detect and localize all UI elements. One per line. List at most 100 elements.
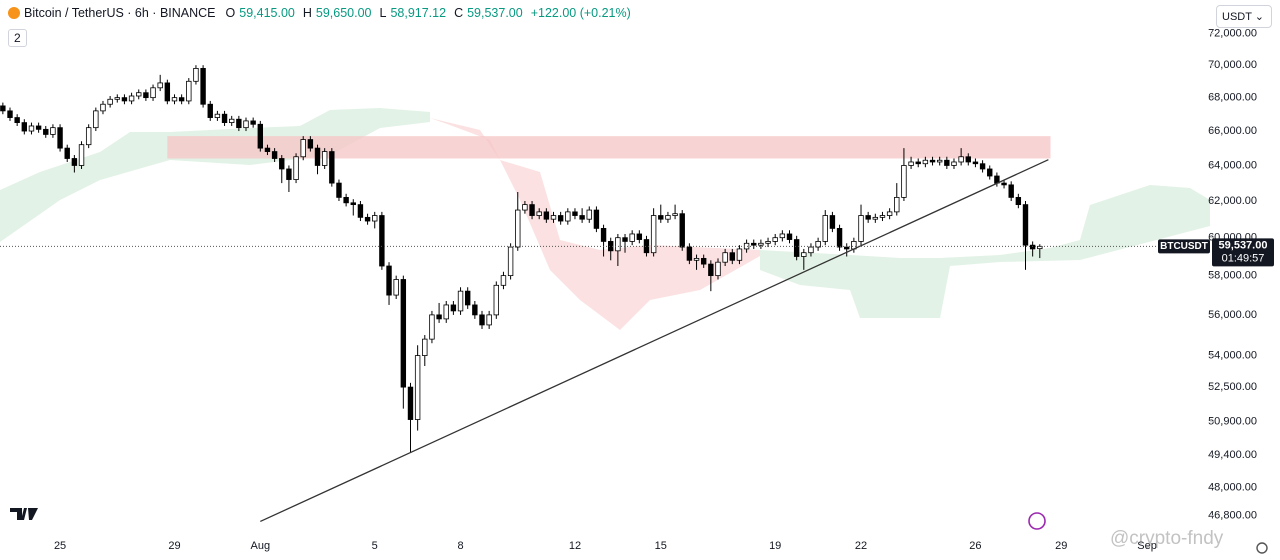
candle-body [279,158,285,170]
candle-body [886,211,893,216]
candle-body [0,105,6,112]
candle-body [586,209,592,220]
candle-body [1008,184,1014,198]
y-tick-label: 70,000.00 [1208,59,1257,71]
candle-body [650,215,657,254]
candle-body [422,338,428,356]
candle-body [329,151,335,184]
candle-body [500,275,507,286]
candle-body [515,209,521,248]
candle-body [672,213,678,216]
candle-body [665,215,671,220]
alert-icon[interactable] [1028,512,1046,530]
y-tick-label: 58,000.00 [1208,270,1257,282]
symbol-icon [8,7,20,19]
candle-body [414,355,421,420]
candle-body [350,202,356,206]
candle-body [7,110,13,118]
candle-body [858,215,864,242]
indicator-toggle[interactable]: 2 [8,29,27,47]
candle-body [71,158,78,166]
candle-body [636,233,643,240]
candle-body [364,216,371,222]
x-tick-label: 15 [655,540,667,552]
candle-body [600,228,607,242]
candle-body [1015,196,1022,206]
candle-body [107,98,113,105]
cloud-red [430,118,760,330]
candle-body [450,304,457,312]
logo [10,508,38,520]
candle-body [786,233,793,240]
candle-body [965,156,971,163]
candle-body [300,139,306,158]
candle-body [464,290,471,306]
candle-body [393,279,399,296]
candle-body [679,213,685,248]
candle-body [1029,244,1036,250]
candle-body [557,215,564,222]
price-label: 59,537.00 [1219,239,1268,251]
candle-body [765,241,771,244]
candle-body [922,159,929,165]
x-tick-label: 29 [168,540,180,552]
currency: USDT [1222,11,1252,23]
candle-body [722,252,728,263]
candle-body [1037,245,1043,250]
candle-body [908,161,914,166]
candle-body [629,233,635,242]
candle-body [822,215,828,242]
candle-body [293,156,299,180]
candle-body [85,127,92,146]
candle-body [929,159,936,163]
candle-body [429,314,435,340]
cloud-green [760,185,1210,318]
candle-body [736,248,743,261]
x-tick-label: 5 [372,540,378,552]
y-tick-label: 50,900.00 [1208,416,1257,428]
candle-body [1022,204,1029,246]
settings-icon[interactable] [1256,542,1268,554]
y-tick-label: 66,000.00 [1208,125,1257,137]
currency-select[interactable]: USDT ⌄ [1216,5,1272,28]
candle-body [879,215,886,218]
candle-body [579,215,585,220]
candle-body [178,97,185,102]
candle-body [801,252,807,257]
candle-body [171,97,178,102]
ohlc-key: L [379,6,387,20]
x-tick-label: 12 [569,540,581,552]
candle-body [522,204,528,211]
candle-body [751,242,757,246]
candle-body [229,118,235,123]
candle-body [1001,182,1007,186]
candle-body [372,215,378,222]
trendline [260,159,1049,523]
candle-body [865,215,871,220]
candle-body [21,122,28,132]
candle-body [829,215,836,229]
candle-body [836,228,843,248]
candle-body [808,246,814,254]
candle-body [936,159,943,163]
candle-body [407,386,414,420]
candle-body [379,215,385,267]
candle-body [336,182,342,198]
x-tick-label: Sep [1137,540,1157,552]
price-label-bg [1212,238,1274,267]
x-tick-label: 8 [457,540,463,552]
candle-body [729,252,735,261]
candle-body [400,279,407,388]
ohlc-value: 58,917.12 [390,6,447,20]
candle-body [979,163,986,170]
candle-body [257,123,264,149]
candle-body [114,97,120,100]
candle-body [536,211,542,216]
plot-area [0,65,1210,523]
candle-body [271,151,278,159]
candle-body [307,139,314,149]
candle-body [872,216,879,220]
candle-body [136,92,142,97]
candle-body [128,95,135,102]
